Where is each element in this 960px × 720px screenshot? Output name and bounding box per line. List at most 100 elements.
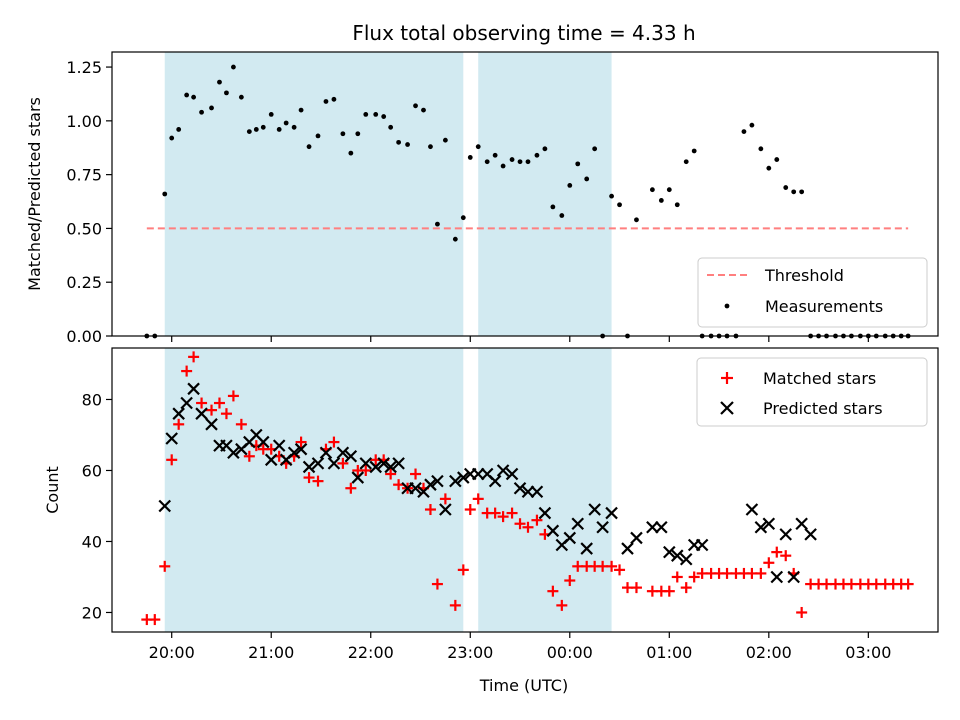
measurement-point <box>542 146 548 152</box>
matched-star-point <box>431 578 443 590</box>
predicted-star-point <box>488 474 502 488</box>
matched-star-point <box>556 599 568 611</box>
measurement-point <box>452 236 458 242</box>
matched-star-point <box>489 507 501 519</box>
measurement-point <box>475 144 481 150</box>
measurement-point <box>184 92 190 98</box>
predicted-star-points <box>158 382 817 584</box>
measurement-point <box>340 131 346 137</box>
matched-star-point <box>295 436 307 448</box>
predicted-star-point <box>272 439 286 452</box>
predicted-star-point <box>663 545 676 559</box>
predicted-star-point <box>377 457 390 470</box>
measurement-point <box>484 159 490 165</box>
observing-interval-2 <box>478 348 612 632</box>
measurement-point <box>217 79 222 85</box>
matched-star-point <box>439 493 451 505</box>
measurement-point <box>791 189 797 195</box>
predicted-star-point <box>287 446 301 460</box>
matched-star-point <box>671 571 683 583</box>
matched-star-point <box>393 479 405 491</box>
predicted-star-point <box>449 474 462 488</box>
measurement-point <box>238 94 244 100</box>
time-x-ticks: 20:00 21:00 22:00 23:00 00:00 01:00 02:00 03:00 <box>149 632 891 662</box>
measurement-point <box>492 152 498 158</box>
ratio-panel-frame <box>111 51 939 337</box>
count-panel-frame <box>111 347 939 633</box>
matched-star-point <box>227 390 239 402</box>
measurement-point <box>460 215 466 221</box>
measurement-point <box>442 137 448 143</box>
measurement-point <box>691 148 697 154</box>
predicted-star-point <box>670 549 684 562</box>
predicted-star-point <box>530 485 544 499</box>
measurement-point <box>617 202 622 208</box>
measurement-point <box>169 135 175 141</box>
matched-star-point <box>410 468 422 480</box>
measurement-point <box>224 90 229 96</box>
predicted-star-point <box>505 467 519 481</box>
measurement-point <box>783 185 789 190</box>
predicted-star-point <box>327 457 341 470</box>
predicted-star-point <box>424 478 437 491</box>
predicted-star-point <box>655 520 668 534</box>
ratio-y-ticks: 0.00 0.25 0.50 0.75 1.00 1.25 <box>66 58 112 346</box>
measurement-point <box>758 146 764 152</box>
measurement-point <box>435 221 440 227</box>
predicted-star-point <box>351 471 365 484</box>
matched-star-point <box>902 578 914 590</box>
matched-star-point <box>614 564 626 576</box>
predicted-star-point <box>695 538 709 552</box>
matched-star-point <box>206 404 218 416</box>
matched-star-point <box>345 482 357 494</box>
predicted-star-point <box>571 517 585 531</box>
measurement-point <box>388 124 394 130</box>
x-tick-label: 22:00 <box>348 643 394 662</box>
predicted-star-point <box>319 446 333 460</box>
count-panel: 20 40 60 80 20:00 21:00 22:00 23:00 00:00 01:00 0… <box>43 347 939 695</box>
matched-star-point <box>763 557 775 569</box>
matched-star-point <box>497 511 509 523</box>
predicted-star-point <box>431 474 444 488</box>
predicted-star-point <box>563 531 577 545</box>
predicted-star-point <box>588 503 601 516</box>
measurement-point <box>525 159 531 165</box>
predicted-star-point <box>513 481 527 495</box>
predicted-star-point <box>227 446 240 460</box>
predicted-star-point <box>392 457 405 470</box>
predicted-star-point <box>359 457 373 470</box>
predicted-star-point <box>605 506 618 520</box>
measurement-point <box>260 124 266 130</box>
matched-star-point <box>630 582 642 594</box>
predicted-star-point <box>580 542 593 555</box>
measurement-point <box>176 127 182 132</box>
measurement-point <box>315 133 321 139</box>
x-tick-label: 21:00 <box>248 643 294 662</box>
predicted-legend-label: Predicted stars <box>763 399 883 418</box>
matched-star-point <box>531 514 543 526</box>
measurement-point <box>348 150 354 156</box>
x-tick-label: 20:00 <box>149 643 195 662</box>
measurement-point <box>609 193 614 199</box>
measurement-point <box>276 127 282 132</box>
matched-star-point <box>328 436 340 448</box>
predicted-star-point <box>804 528 817 541</box>
predicted-star-point <box>762 517 776 531</box>
measurement-point <box>246 129 252 135</box>
measurement-point <box>291 124 297 130</box>
measurement-point <box>509 157 515 162</box>
measurement-point <box>253 127 259 132</box>
count-y-ticks: 20 40 60 80 <box>82 390 112 622</box>
predicted-star-point <box>264 453 278 467</box>
predicted-star-point <box>256 435 270 449</box>
measurement-point <box>373 111 379 117</box>
measurement-point <box>268 111 274 117</box>
y-tick-label: 60 <box>82 461 102 480</box>
predicted-star-point <box>369 460 383 474</box>
ratio-legend: Threshold Measurements <box>697 257 928 328</box>
predicted-star-point <box>770 570 784 584</box>
observing-intervals-top <box>164 52 612 336</box>
measurement-point <box>575 161 581 167</box>
predicted-star-point <box>546 524 560 538</box>
